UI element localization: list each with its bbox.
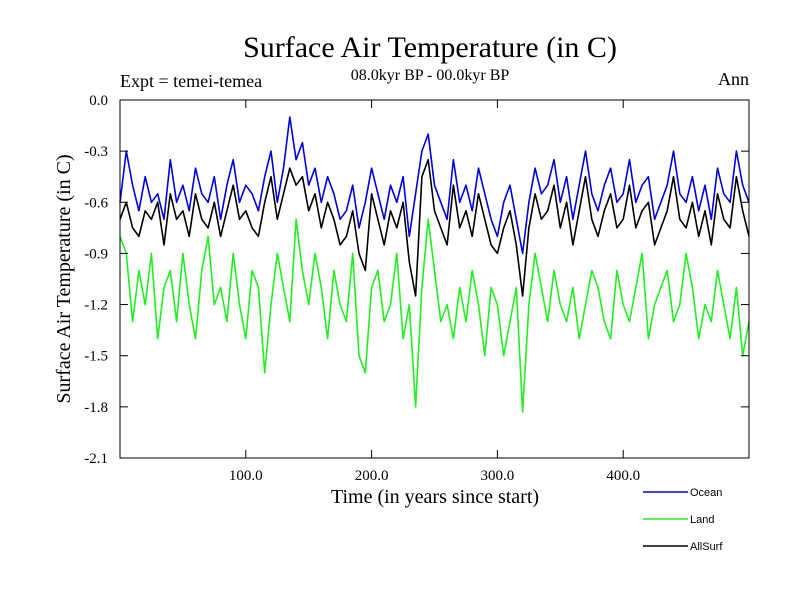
plot-lines — [119, 116, 750, 413]
y-tick-label: -0.3 — [84, 144, 108, 160]
x-axis-label: Time (in years since start) — [331, 486, 539, 508]
x-axis: 100.0 200.0 300.0 400.0 — [229, 100, 640, 484]
y-tick-label: -0.6 — [84, 195, 108, 211]
x-tick-label: 200.0 — [355, 468, 389, 484]
y-axis-label: Surface Air Temperature (in C) — [53, 154, 75, 403]
legend-label-ocean: Ocean — [690, 487, 722, 499]
experiment-label: Expt = temei-temea — [120, 71, 262, 91]
series-line-land — [119, 218, 750, 413]
x-tick-label: 400.0 — [606, 468, 640, 484]
series-line-allsurf — [119, 158, 750, 297]
y-tick-label: 0.0 — [89, 93, 108, 109]
legend-label-land: Land — [690, 514, 714, 526]
x-tick-label: 100.0 — [229, 468, 263, 484]
series-line-ocean — [119, 116, 750, 255]
y-tick-label: -0.9 — [84, 246, 108, 262]
y-tick-label: -1.2 — [84, 298, 108, 314]
y-tick-label: -2.1 — [84, 451, 108, 467]
chart-title: Surface Air Temperature (in C) — [243, 31, 617, 64]
y-axis: 0.0 -0.3 -0.6 -0.9 -1.2 -1.5 -1.8 -2.1 — [84, 93, 749, 467]
x-tick-label: 300.0 — [481, 468, 515, 484]
legend: Ocean Land AllSurf — [643, 487, 723, 553]
y-tick-label: -1.5 — [84, 349, 108, 365]
chart-subtitle: 08.0kyr BP - 00.0kyr BP — [351, 67, 510, 84]
plot-frame — [119, 99, 750, 459]
y-tick-label: -1.8 — [84, 400, 108, 416]
period-label: Ann — [718, 69, 749, 89]
legend-label-allsurf: AllSurf — [690, 541, 723, 553]
